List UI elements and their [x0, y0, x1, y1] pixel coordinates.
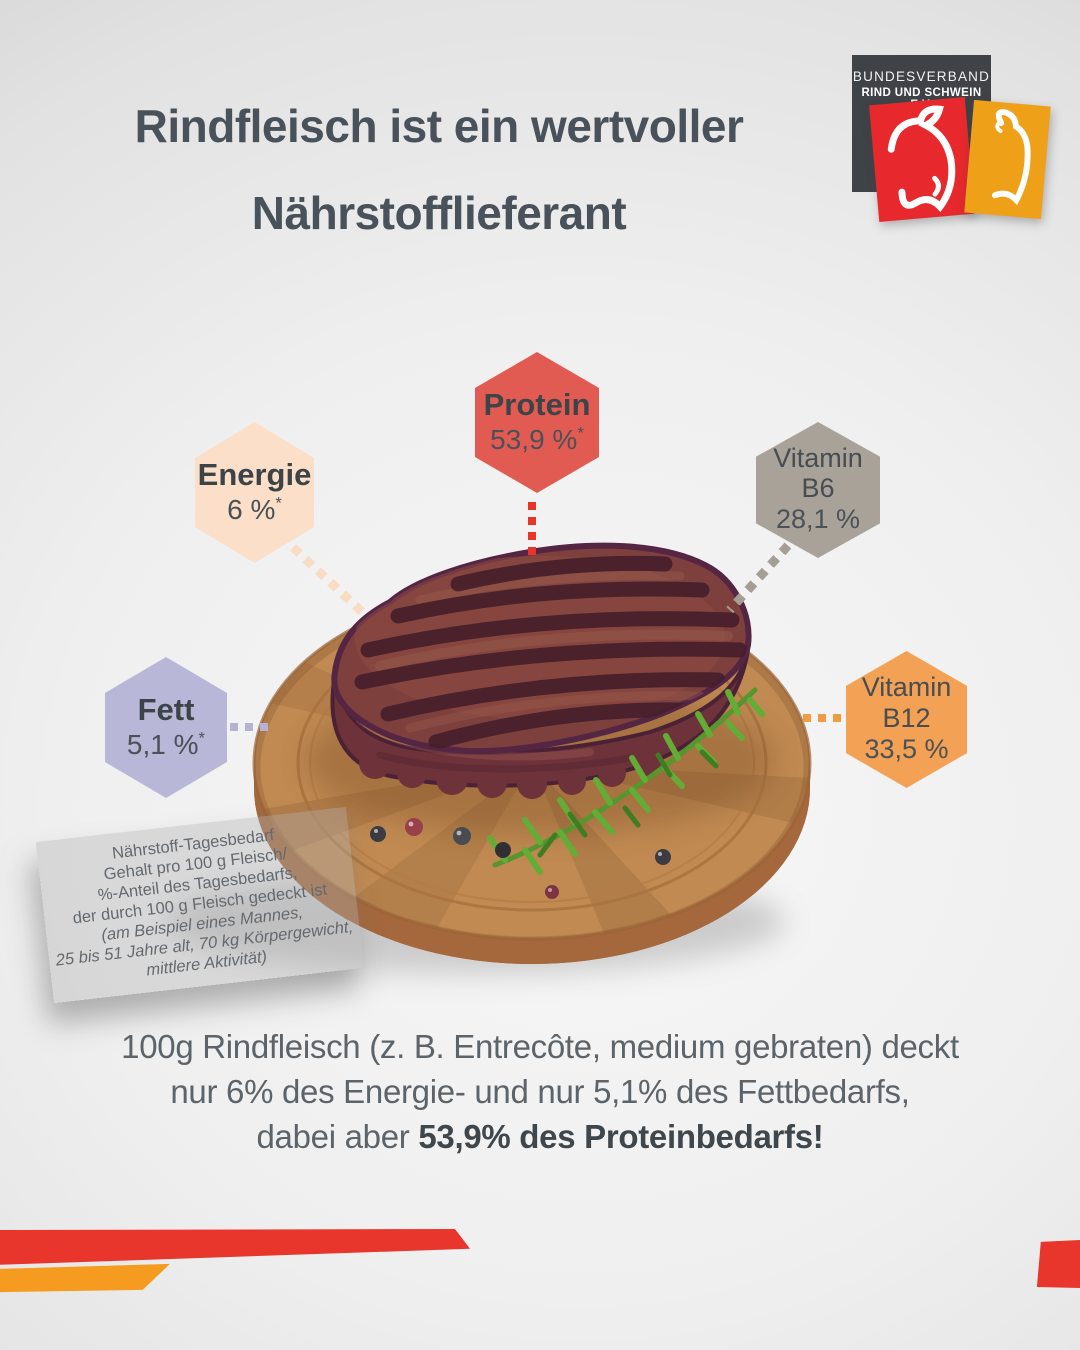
title-line-1: Rindfleisch ist ein wertvoller	[134, 100, 744, 152]
decor-stripe-orange-left	[0, 1263, 170, 1293]
steak	[330, 542, 752, 799]
rosemary-sprig	[487, 687, 765, 875]
badge-energie-value: 6 %*	[227, 494, 282, 526]
summary-bold-highlight: 53,9% des Proteinbedarfs!	[418, 1118, 824, 1155]
cow-icon	[869, 97, 975, 222]
summary-line-1: 100g Rindfleisch (z. B. Entrecôte, mediu…	[121, 1028, 959, 1065]
summary-text: 100g Rindfleisch (z. B. Entrecôte, mediu…	[0, 1024, 1080, 1159]
connector-fett	[230, 723, 275, 731]
connector-vitamin-b12	[803, 714, 848, 722]
summary-line-3: dabei aber 53,9% des Proteinbedarfs!	[256, 1118, 824, 1155]
badge-fett-label: Fett	[137, 691, 195, 727]
badge-vitamin-b12: Vitamin B12 33,5 %	[846, 651, 967, 788]
peppercorns	[370, 818, 671, 899]
badge-fett-value: 5,1 %*	[126, 729, 206, 761]
badge-vitamin-b12-value: 33,5 %	[864, 733, 949, 764]
badge-vitamin-b12-label: Vitamin B12	[861, 672, 952, 733]
pig-icon	[964, 99, 1051, 220]
badge-vitamin-b6-value: 28,1 %	[775, 504, 861, 535]
pig-head-outline	[991, 109, 1031, 206]
badge-protein-label: Protein	[483, 386, 591, 422]
title-line-2: Nährstofflieferant	[251, 187, 627, 239]
logo-org-name: BUNDESVERBAND	[852, 69, 991, 84]
badge-fett: Fett 5,1 %*	[105, 657, 227, 798]
cow-head-outline	[887, 105, 956, 213]
decor-stripe-red-left	[0, 1229, 470, 1265]
steak-illustration	[165, 542, 812, 974]
decor-stripe-red-right	[1036, 1240, 1080, 1288]
badge-protein-value: 53,9 %*	[490, 424, 584, 456]
badge-energie-label: Energie	[197, 456, 312, 492]
connector-protein	[528, 502, 536, 557]
badge-vitamin-b6-label: Vitamin B6	[773, 442, 863, 504]
summary-line-2: nur 6% des Energie- und nur 5,1% des Fet…	[170, 1073, 910, 1110]
badge-protein: Protein 53,9 %*	[475, 352, 599, 493]
